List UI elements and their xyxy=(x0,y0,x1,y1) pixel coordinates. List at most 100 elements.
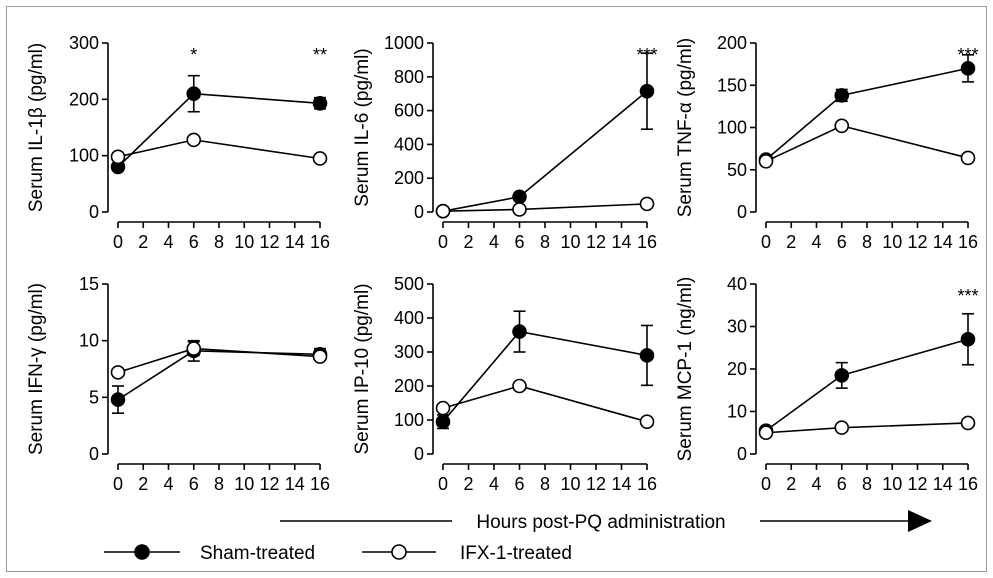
x-tick-label: 2 xyxy=(138,232,148,252)
y-tick-label: 400 xyxy=(394,308,424,328)
x-tick-label: 6 xyxy=(514,474,524,494)
data-point-sham xyxy=(435,414,451,430)
y-axis-label: Serum IL-6 (pg/ml) xyxy=(352,48,373,206)
y-tick-label: 0 xyxy=(89,202,99,222)
data-point-sham xyxy=(312,95,328,111)
series-line-ifx xyxy=(117,139,321,160)
x-tick-label: 14 xyxy=(285,232,305,252)
series-line-ifx xyxy=(765,124,969,163)
arrowhead-icon xyxy=(908,510,932,532)
x-tick-label: 8 xyxy=(540,232,550,252)
y-tick-label: 0 xyxy=(737,202,747,222)
y-tick-label: 100 xyxy=(69,146,99,166)
y-tick-label: 0 xyxy=(414,444,424,464)
y-axis-label: Serum IL-1β (pg/ml) xyxy=(26,43,47,212)
x-tick-label: 12 xyxy=(907,474,927,494)
y-tick-label: 500 xyxy=(394,274,424,294)
data-point-sham xyxy=(960,331,976,347)
hours-label: Hours post-PQ administration xyxy=(476,512,725,533)
x-tick-label: 4 xyxy=(489,232,499,252)
series-line-ifx xyxy=(442,385,648,423)
data-point-ifx xyxy=(512,202,527,217)
x-tick-label: 12 xyxy=(259,232,279,252)
series-line-sham xyxy=(765,67,969,161)
x-tick-label: 6 xyxy=(514,232,524,252)
y-tick-label: 1000 xyxy=(384,33,424,53)
x-tick-label: 0 xyxy=(761,474,771,494)
x-tick-label: 16 xyxy=(310,232,330,252)
y-tick-label: 20 xyxy=(727,359,747,379)
y-axis-label: Serum MCP-1 (ng/ml) xyxy=(675,277,696,462)
data-point-sham xyxy=(186,86,202,101)
data-point-ifx xyxy=(312,349,328,364)
x-tick-label: 12 xyxy=(259,474,279,494)
x-tick-label: 4 xyxy=(163,232,173,252)
y-tick-label: 400 xyxy=(394,134,424,154)
data-point-ifx xyxy=(512,378,527,394)
data-point-ifx xyxy=(186,341,202,356)
y-tick-label: 800 xyxy=(394,67,424,87)
figure-frame xyxy=(6,6,987,572)
x-tick-label: 2 xyxy=(463,232,473,252)
y-tick-label: 0 xyxy=(89,444,99,464)
significance-label: ** xyxy=(313,45,327,65)
x-tick-label: 6 xyxy=(837,232,847,252)
y-axis-label: Serum TNF-α (pg/ml) xyxy=(675,38,696,218)
x-tick-label: 14 xyxy=(933,232,953,252)
significance-label: *** xyxy=(957,286,978,306)
x-tick-label: 12 xyxy=(586,474,606,494)
x-tick-label: 14 xyxy=(611,232,631,252)
y-tick-label: 10 xyxy=(79,331,99,351)
x-tick-label: 16 xyxy=(310,474,330,494)
x-tick-label: 4 xyxy=(811,232,821,252)
x-tick-label: 10 xyxy=(882,474,902,494)
y-tick-label: 600 xyxy=(394,101,424,121)
data-point-ifx xyxy=(639,414,655,430)
data-point-ifx xyxy=(834,118,850,134)
series-line-ifx xyxy=(765,422,969,434)
data-point-sham xyxy=(639,83,655,99)
data-point-ifx xyxy=(758,425,774,441)
y-tick-label: 200 xyxy=(394,168,424,188)
x-tick-label: 2 xyxy=(463,474,473,494)
y-tick-label: 30 xyxy=(727,317,747,337)
data-point-ifx xyxy=(312,151,328,166)
x-tick-label: 8 xyxy=(540,474,550,494)
y-tick-label: 0 xyxy=(737,444,747,464)
x-tick-label: 0 xyxy=(438,232,448,252)
x-tick-label: 4 xyxy=(163,474,173,494)
data-point-ifx xyxy=(960,150,976,166)
series-line-sham xyxy=(117,350,321,401)
x-axis-annotation: Hours post-PQ administration xyxy=(280,510,932,533)
y-tick-label: 50 xyxy=(727,160,747,180)
series-line-sham xyxy=(117,92,321,168)
x-tick-label: 16 xyxy=(958,474,978,494)
data-point-ifx xyxy=(435,400,451,416)
data-point-ifx xyxy=(435,203,451,219)
y-tick-label: 200 xyxy=(717,33,747,53)
legend-ifx-marker xyxy=(391,544,407,560)
x-tick-label: 0 xyxy=(761,232,771,252)
data-point-ifx xyxy=(834,420,850,435)
x-tick-label: 4 xyxy=(811,474,821,494)
x-tick-label: 2 xyxy=(786,474,796,494)
x-tick-label: 4 xyxy=(489,474,499,494)
x-tick-label: 10 xyxy=(882,232,902,252)
y-tick-label: 300 xyxy=(394,342,424,362)
y-tick-label: 15 xyxy=(79,274,99,294)
x-tick-label: 0 xyxy=(438,474,448,494)
y-axis-label: Serum IP-10 (pg/ml) xyxy=(352,283,373,454)
y-tick-label: 200 xyxy=(69,89,99,109)
data-point-ifx xyxy=(758,154,774,169)
series-line-sham xyxy=(765,338,969,432)
x-tick-label: 8 xyxy=(214,232,224,252)
